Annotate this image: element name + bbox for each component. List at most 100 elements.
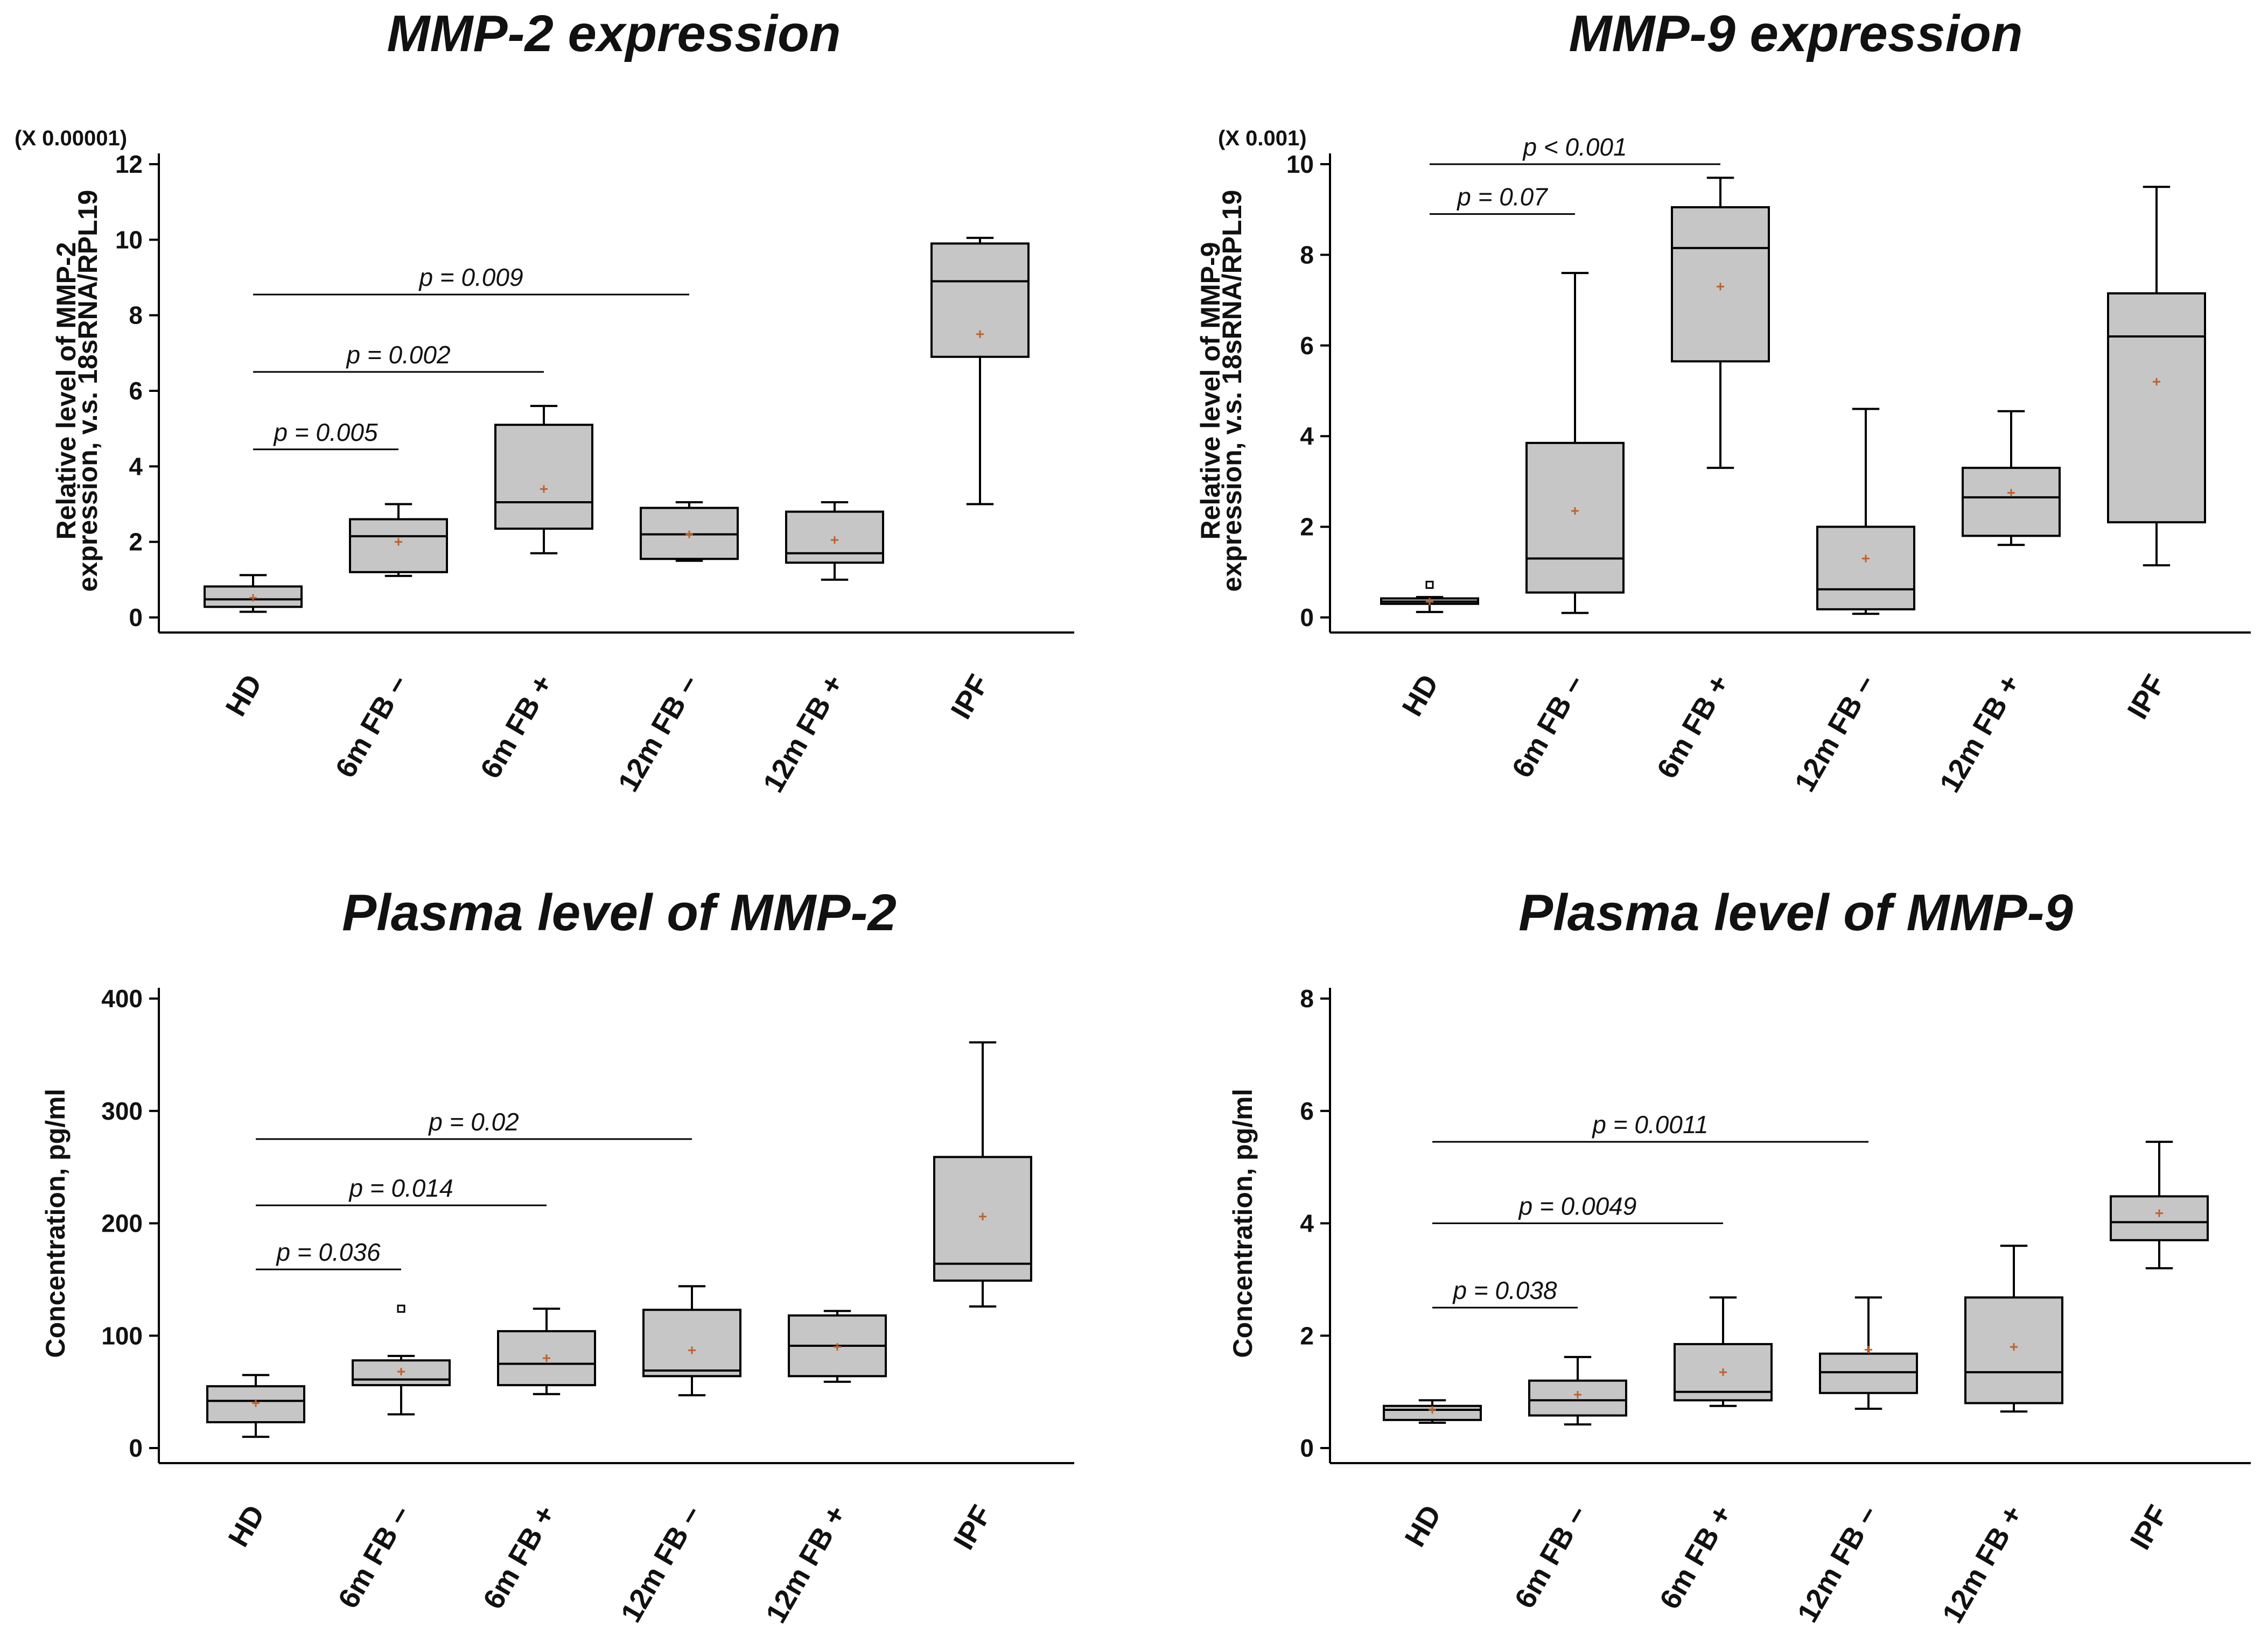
category-label: 12m FB + bbox=[760, 1500, 853, 1628]
p-value-label: p = 0.0049 bbox=[1518, 1192, 1637, 1220]
category-label: 6m FB – bbox=[1508, 1500, 1593, 1614]
y-axis-label: Concentration, pg/ml bbox=[1228, 1089, 1258, 1358]
comparison-3: p = 0.0011 bbox=[1432, 1111, 1868, 1143]
outlier-point bbox=[1425, 580, 1434, 589]
box-1 bbox=[206, 1374, 305, 1438]
chart-panel-2: MMP-9 expression (X 0.001) Relative level … bbox=[1195, 5, 2251, 798]
category-label: 6m FB – bbox=[329, 669, 414, 783]
y-tick-label: 2 bbox=[129, 528, 143, 556]
box-5 bbox=[1962, 410, 2061, 546]
y-tick-label: 6 bbox=[1300, 1097, 1314, 1125]
category-label: HD bbox=[1396, 669, 1445, 722]
p-value-label: p = 0.0011 bbox=[1591, 1111, 1708, 1139]
y-tick-label: 12 bbox=[115, 150, 143, 178]
box-3 bbox=[497, 1308, 596, 1395]
category-label: 6m FB + bbox=[1654, 1500, 1739, 1614]
category-label: 12m FB + bbox=[1934, 669, 2027, 798]
category-label: 12m FB – bbox=[1788, 669, 1881, 797]
comparison-1: p = 0.036 bbox=[256, 1238, 401, 1270]
y-tick-label: 4 bbox=[1300, 1210, 1314, 1238]
p-value-label: p = 0.07 bbox=[1456, 183, 1548, 211]
box-4 bbox=[642, 1285, 741, 1396]
y-axis-label: expression, v.s. 18sRNA/RPL19 bbox=[73, 190, 103, 592]
p-value-label: p = 0.014 bbox=[348, 1174, 453, 1202]
chart-title: Plasma level of MMP-2 bbox=[342, 884, 897, 942]
box-2 bbox=[352, 1304, 451, 1416]
y-tick-label: 6 bbox=[129, 377, 143, 405]
box-6 bbox=[933, 1041, 1032, 1308]
box-4 bbox=[640, 501, 739, 562]
category-label: IPF bbox=[2124, 1500, 2174, 1555]
comparison-2: p = 0.014 bbox=[256, 1174, 547, 1206]
p-value-label: p < 0.001 bbox=[1522, 133, 1627, 161]
box-4 bbox=[1819, 1296, 1918, 1410]
category-label: IPF bbox=[2121, 669, 2172, 725]
box-1 bbox=[204, 574, 303, 613]
y-tick-label: 4 bbox=[1300, 422, 1314, 450]
box-4 bbox=[1816, 408, 1915, 615]
box-iqr bbox=[930, 242, 1030, 358]
y-tick-label: 4 bbox=[129, 452, 143, 480]
y-tick-label: 6 bbox=[1300, 332, 1314, 360]
y-multiplier-label: (X 0.00001) bbox=[15, 127, 127, 150]
outlier-point bbox=[397, 1304, 405, 1313]
y-tick-label: 300 bbox=[101, 1097, 143, 1125]
box-2 bbox=[349, 503, 448, 577]
box-2 bbox=[1528, 1355, 1627, 1426]
category-label: 12m FB + bbox=[757, 669, 850, 798]
comparison-1: p = 0.005 bbox=[253, 418, 398, 451]
comparison-1: p = 0.038 bbox=[1432, 1276, 1578, 1309]
category-label: 6m FB + bbox=[1651, 669, 1736, 784]
category-label: IPF bbox=[947, 1500, 998, 1555]
box-iqr bbox=[1819, 1352, 1918, 1394]
box-1 bbox=[1380, 580, 1479, 613]
comparison-3: p = 0.009 bbox=[253, 263, 689, 296]
box-iqr bbox=[1964, 1296, 2063, 1404]
y-tick-label: 8 bbox=[1300, 241, 1314, 269]
category-label: IPF bbox=[944, 669, 995, 725]
y-tick-label: 0 bbox=[1300, 603, 1314, 631]
y-axis-label: Relative level of MMP-2 bbox=[51, 242, 81, 540]
category-label: 6m FB + bbox=[477, 1500, 562, 1614]
box-5 bbox=[785, 501, 884, 581]
y-tick-label: 100 bbox=[101, 1322, 143, 1350]
box-3 bbox=[494, 405, 593, 554]
box-iqr bbox=[497, 1330, 596, 1387]
y-tick-label: 0 bbox=[1300, 1434, 1314, 1462]
y-tick-label: 2 bbox=[1300, 1322, 1314, 1350]
box-3 bbox=[1674, 1296, 1773, 1407]
chart-title: MMP-9 expression bbox=[1569, 5, 2023, 62]
y-tick-label: 2 bbox=[1300, 513, 1314, 541]
box-iqr bbox=[1962, 467, 2061, 537]
y-tick-label: 400 bbox=[101, 985, 143, 1013]
y-tick-label: 0 bbox=[129, 603, 143, 631]
box-iqr bbox=[494, 424, 593, 530]
comparison-1: p = 0.07 bbox=[1430, 183, 1575, 215]
y-tick-label: 0 bbox=[129, 1434, 143, 1462]
chart-panel-4: Plasma level of MMP-9 Concentration, pg/m… bbox=[1228, 884, 2251, 1628]
box-6 bbox=[2107, 186, 2206, 567]
category-label: 6m FB + bbox=[474, 669, 559, 784]
box-iqr bbox=[2107, 292, 2206, 524]
box-1 bbox=[1383, 1399, 1482, 1424]
p-value-label: p = 0.005 bbox=[272, 418, 378, 446]
category-label: 12m FB + bbox=[1936, 1500, 2029, 1628]
y-multiplier-label: (X 0.001) bbox=[1218, 127, 1307, 150]
comparison-2: p = 0.002 bbox=[253, 341, 544, 373]
y-tick-label: 8 bbox=[1300, 985, 1314, 1013]
category-label: 6m FB – bbox=[1506, 669, 1590, 783]
y-tick-label: 10 bbox=[1286, 150, 1314, 178]
chart-panel-1: MMP-2 expression (X 0.00001) Relative leve… bbox=[15, 5, 1074, 798]
category-label: 12m FB – bbox=[1791, 1500, 1884, 1628]
box-2 bbox=[1525, 272, 1625, 614]
category-label: 12m FB – bbox=[612, 669, 704, 797]
comparison-3: p = 0.02 bbox=[256, 1108, 692, 1140]
box-iqr bbox=[349, 518, 448, 573]
p-value-label: p = 0.038 bbox=[1452, 1276, 1557, 1304]
box-6 bbox=[930, 236, 1030, 505]
chart-title: MMP-2 expression bbox=[387, 5, 841, 62]
p-value-label: p = 0.009 bbox=[418, 263, 523, 291]
category-label: 6m FB – bbox=[332, 1500, 416, 1614]
y-axis-label: Relative level of MMP-9 bbox=[1195, 242, 1226, 540]
